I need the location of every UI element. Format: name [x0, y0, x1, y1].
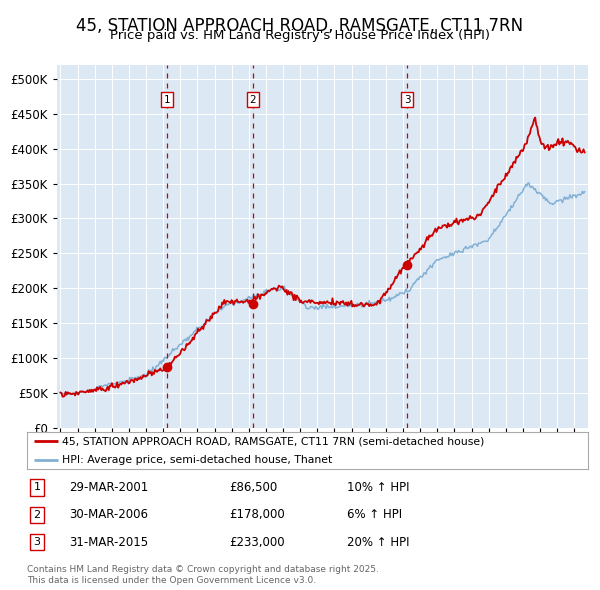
Text: 10% ↑ HPI: 10% ↑ HPI — [347, 481, 409, 494]
Text: 1: 1 — [164, 95, 170, 105]
Text: £233,000: £233,000 — [229, 536, 284, 549]
Text: 45, STATION APPROACH ROAD, RAMSGATE, CT11 7RN: 45, STATION APPROACH ROAD, RAMSGATE, CT1… — [76, 17, 524, 35]
Text: 29-MAR-2001: 29-MAR-2001 — [69, 481, 148, 494]
Text: 30-MAR-2006: 30-MAR-2006 — [69, 508, 148, 522]
Text: 3: 3 — [404, 95, 410, 105]
Text: 45, STATION APPROACH ROAD, RAMSGATE, CT11 7RN (semi-detached house): 45, STATION APPROACH ROAD, RAMSGATE, CT1… — [62, 436, 485, 446]
Text: £86,500: £86,500 — [229, 481, 277, 494]
Text: 31-MAR-2015: 31-MAR-2015 — [69, 536, 148, 549]
Text: 3: 3 — [34, 537, 41, 547]
Text: Contains HM Land Registry data © Crown copyright and database right 2025.
This d: Contains HM Land Registry data © Crown c… — [27, 565, 379, 585]
Text: 6% ↑ HPI: 6% ↑ HPI — [347, 508, 402, 522]
Text: 1: 1 — [34, 483, 41, 493]
Text: 2: 2 — [34, 510, 41, 520]
Text: £178,000: £178,000 — [229, 508, 285, 522]
Text: 2: 2 — [250, 95, 256, 105]
Text: Price paid vs. HM Land Registry's House Price Index (HPI): Price paid vs. HM Land Registry's House … — [110, 30, 490, 42]
Text: HPI: Average price, semi-detached house, Thanet: HPI: Average price, semi-detached house,… — [62, 455, 332, 465]
Text: 20% ↑ HPI: 20% ↑ HPI — [347, 536, 409, 549]
